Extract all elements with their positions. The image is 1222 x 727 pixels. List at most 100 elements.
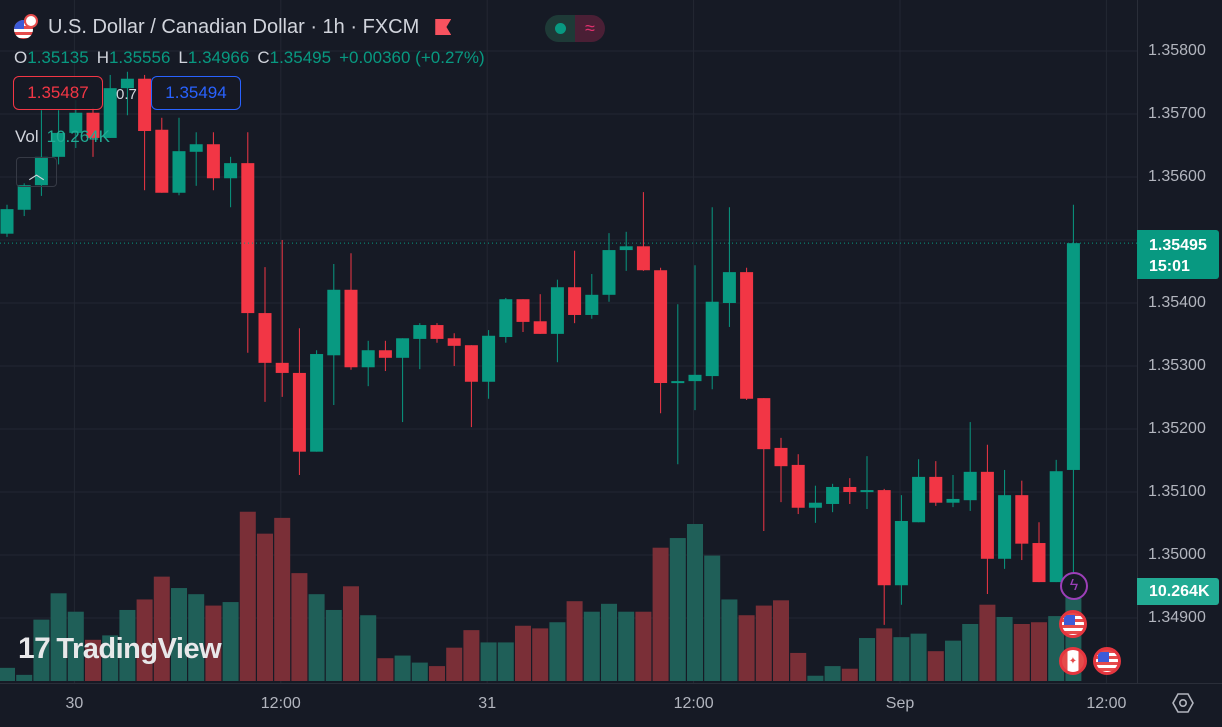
change-value: +0.00360 (+0.27%): [339, 48, 485, 67]
volume-bar: [807, 675, 824, 681]
candle-body: [482, 335, 496, 382]
high-label: H: [96, 48, 109, 67]
symbol-header[interactable]: U.S. Dollar / Canadian Dollar · 1h · FXC…: [14, 14, 452, 40]
low-value: 1.34966: [187, 48, 250, 67]
candlestick-chart[interactable]: [0, 0, 1137, 683]
volume-bar: [102, 635, 119, 681]
candle-body: [396, 338, 410, 358]
candle-body: [894, 520, 908, 586]
volume-bar: [480, 642, 497, 681]
candle-body: [636, 246, 650, 271]
usd-cad-flags-icon: [14, 14, 40, 40]
candle-body: [705, 301, 719, 377]
volume-bar: [222, 602, 239, 681]
candle-body: [138, 78, 152, 132]
volume-bar: [515, 625, 531, 681]
time-tick-label: 30: [65, 695, 84, 712]
volume-bar: [790, 652, 807, 681]
volume-bar: [33, 619, 50, 681]
volume-bar: [876, 628, 893, 681]
candle-body: [757, 398, 771, 450]
candle-body: [499, 299, 513, 338]
volume-bar: [50, 593, 67, 681]
volume-legend: Vol 10.264K: [15, 127, 110, 147]
volume-bar: [377, 658, 394, 681]
buy-button[interactable]: 1.35494: [151, 76, 241, 110]
price-axis[interactable]: [1137, 0, 1222, 683]
event-us-flag-icon[interactable]: [1093, 647, 1121, 675]
collapse-legend-button[interactable]: ︿: [16, 157, 57, 187]
candle-body: [980, 471, 994, 559]
time-axis[interactable]: 30 12:00 31 12:00 Sep 12:00: [0, 683, 1222, 727]
close-label: C: [257, 48, 270, 67]
price-tick-label: 1.35000: [1148, 546, 1206, 563]
volume-bar: [360, 615, 377, 681]
time-tick-label: 12:00: [1086, 695, 1127, 712]
candle-body: [292, 372, 306, 452]
ohlc-legend: O1.35135 H1.35556 L1.34966 C1.35495 +0.0…: [14, 48, 485, 68]
volume-bar: [153, 576, 170, 681]
candle-body: [224, 163, 238, 179]
volume-bar: [497, 642, 514, 681]
sell-button[interactable]: 1.35487: [13, 76, 103, 110]
chart-settings-icon[interactable]: [1172, 692, 1194, 714]
tradingview-mark-icon: 17: [18, 632, 51, 665]
candle-body: [310, 354, 324, 452]
time-tick-label: Sep: [885, 695, 915, 712]
candle-body: [447, 338, 461, 346]
volume-bar: [205, 605, 222, 681]
volume-badge: 10.264K: [1137, 578, 1219, 605]
volume-bar: [1013, 623, 1030, 681]
time-tick-label: 12:00: [673, 695, 714, 712]
volume-bar: [635, 611, 652, 681]
volume-bar: [85, 639, 101, 681]
candle-body: [86, 112, 100, 138]
candle-body: [516, 299, 530, 322]
volume-bar: [394, 655, 411, 681]
candle-body: [172, 151, 186, 193]
candle-body: [533, 321, 547, 334]
volume-bar: [583, 611, 600, 681]
price-tick-label: 1.35400: [1148, 294, 1206, 311]
candle-body: [275, 362, 289, 373]
volume-bar: [239, 511, 256, 681]
market-status-toggle[interactable]: ≈: [545, 15, 605, 42]
logo-text: TradingView: [56, 632, 222, 665]
volume-bar: [704, 555, 721, 681]
candle-body: [155, 129, 169, 193]
event-ca-flag-icon[interactable]: ✦: [1059, 647, 1087, 675]
candle-body: [963, 471, 977, 501]
volume-bar: [652, 547, 669, 681]
volume-bar: [119, 609, 136, 681]
candle-body: [1066, 243, 1080, 470]
candle-body: [860, 490, 874, 493]
candle-body: [206, 144, 220, 179]
flag-marker-icon[interactable]: [435, 19, 452, 35]
volume-bar: [463, 630, 480, 681]
event-lightning-icon[interactable]: ϟ: [1060, 572, 1088, 600]
candle-body: [120, 78, 134, 89]
volume-bar: [325, 609, 342, 681]
volume-bar: [618, 611, 635, 681]
candle-body: [241, 163, 255, 314]
candle-body: [327, 289, 341, 356]
candle-body: [344, 289, 358, 368]
candle-body: [430, 325, 444, 339]
volume-bar: [291, 573, 308, 681]
candle-body: [69, 112, 83, 133]
time-tick-label: 31: [478, 695, 497, 712]
volume-bar: [308, 594, 325, 681]
candle-body: [258, 313, 272, 363]
candle-body: [464, 345, 478, 382]
candle-body: [843, 486, 857, 492]
volume-bar: [566, 601, 583, 681]
time-tick-label: 12:00: [260, 695, 301, 712]
volume-bar: [343, 586, 359, 681]
tradingview-logo[interactable]: 17 TradingView: [18, 632, 222, 666]
chevron-up-icon: ︿: [28, 166, 45, 183]
price-tick-label: 1.35300: [1148, 357, 1206, 374]
volume-value: 10.264K: [46, 127, 110, 146]
candle-body: [34, 156, 48, 186]
volume-bar: [824, 666, 841, 681]
event-us-flag-icon[interactable]: [1059, 610, 1087, 638]
